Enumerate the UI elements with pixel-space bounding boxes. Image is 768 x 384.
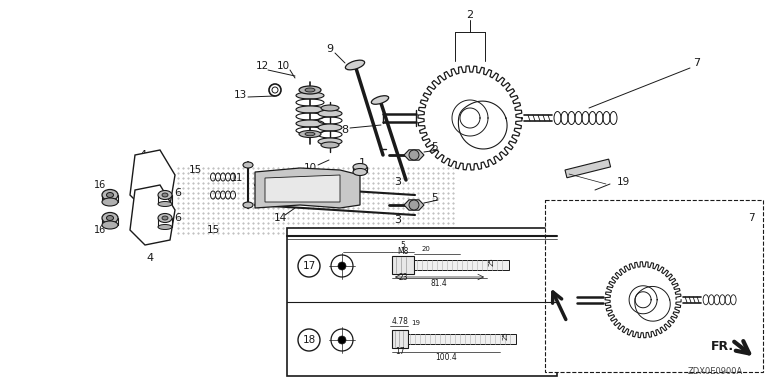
Polygon shape xyxy=(130,150,175,210)
Text: 7: 7 xyxy=(748,213,754,223)
Text: 15: 15 xyxy=(188,165,202,175)
Ellipse shape xyxy=(102,189,118,200)
Ellipse shape xyxy=(296,92,324,99)
Text: 9: 9 xyxy=(326,44,333,54)
Text: 4: 4 xyxy=(147,253,154,263)
Text: 15: 15 xyxy=(207,225,220,235)
Polygon shape xyxy=(255,168,360,208)
Ellipse shape xyxy=(305,88,315,92)
Bar xyxy=(408,334,516,344)
Polygon shape xyxy=(404,150,424,160)
Bar xyxy=(414,260,509,270)
Polygon shape xyxy=(265,175,340,202)
Text: FR.: FR. xyxy=(710,341,733,354)
Ellipse shape xyxy=(102,221,118,229)
Ellipse shape xyxy=(353,169,367,175)
Text: 8: 8 xyxy=(342,125,349,135)
Ellipse shape xyxy=(321,142,339,148)
Text: 12: 12 xyxy=(256,61,269,71)
Text: 19: 19 xyxy=(617,177,630,187)
Text: 18: 18 xyxy=(303,335,316,345)
Circle shape xyxy=(298,255,320,277)
Bar xyxy=(545,200,763,372)
Text: ZDX0E0900A: ZDX0E0900A xyxy=(687,367,743,376)
Text: 5: 5 xyxy=(401,240,406,250)
Text: 13: 13 xyxy=(233,90,247,100)
Circle shape xyxy=(409,200,419,210)
Text: 25: 25 xyxy=(489,258,495,266)
Text: 16: 16 xyxy=(94,225,106,235)
Text: 10: 10 xyxy=(276,61,290,71)
Circle shape xyxy=(331,255,353,277)
Text: 16: 16 xyxy=(94,180,106,190)
Ellipse shape xyxy=(299,86,321,94)
Ellipse shape xyxy=(158,202,172,207)
Text: 14: 14 xyxy=(273,213,286,223)
Ellipse shape xyxy=(102,198,118,206)
Ellipse shape xyxy=(353,164,367,170)
Ellipse shape xyxy=(321,105,339,111)
Text: 17: 17 xyxy=(396,348,405,356)
Bar xyxy=(565,159,611,178)
Text: 7: 7 xyxy=(694,58,700,68)
Text: 4: 4 xyxy=(140,150,147,160)
Text: 81.4: 81.4 xyxy=(431,280,448,288)
Ellipse shape xyxy=(318,138,342,145)
Circle shape xyxy=(298,329,320,351)
Text: 4.78: 4.78 xyxy=(392,316,409,326)
Circle shape xyxy=(338,262,346,270)
Ellipse shape xyxy=(346,60,365,70)
Ellipse shape xyxy=(107,192,114,197)
Circle shape xyxy=(331,329,353,351)
Circle shape xyxy=(338,336,346,344)
Ellipse shape xyxy=(296,106,324,113)
Text: 11: 11 xyxy=(231,173,243,183)
Ellipse shape xyxy=(372,96,389,104)
Text: 3: 3 xyxy=(395,215,402,225)
Text: 5: 5 xyxy=(432,142,439,152)
Polygon shape xyxy=(404,200,424,210)
Ellipse shape xyxy=(158,214,172,222)
Ellipse shape xyxy=(102,212,118,223)
Text: 5: 5 xyxy=(432,193,439,203)
Text: 10: 10 xyxy=(303,163,316,173)
Text: M8: M8 xyxy=(397,248,409,257)
Ellipse shape xyxy=(158,190,172,200)
Ellipse shape xyxy=(296,120,324,127)
Bar xyxy=(392,256,414,274)
Ellipse shape xyxy=(158,225,172,230)
Ellipse shape xyxy=(243,162,253,168)
Ellipse shape xyxy=(318,124,342,131)
Bar xyxy=(287,228,557,376)
Text: 3: 3 xyxy=(395,177,402,187)
Ellipse shape xyxy=(305,132,315,136)
Ellipse shape xyxy=(243,202,253,208)
Bar xyxy=(392,330,408,348)
Ellipse shape xyxy=(107,215,114,220)
Text: 20: 20 xyxy=(422,246,430,252)
Text: 2: 2 xyxy=(466,10,474,20)
Text: 1: 1 xyxy=(359,158,366,168)
Polygon shape xyxy=(130,185,175,245)
Circle shape xyxy=(409,150,419,160)
Ellipse shape xyxy=(162,216,168,220)
Ellipse shape xyxy=(318,110,342,117)
Ellipse shape xyxy=(162,193,168,197)
Text: 6: 6 xyxy=(174,188,181,198)
Text: 25: 25 xyxy=(503,332,509,340)
Text: 6: 6 xyxy=(174,213,181,223)
Text: 23: 23 xyxy=(398,273,408,283)
Text: 17: 17 xyxy=(303,261,316,271)
Text: 100.4: 100.4 xyxy=(435,354,457,362)
Text: 19: 19 xyxy=(412,320,421,326)
Ellipse shape xyxy=(299,131,321,137)
